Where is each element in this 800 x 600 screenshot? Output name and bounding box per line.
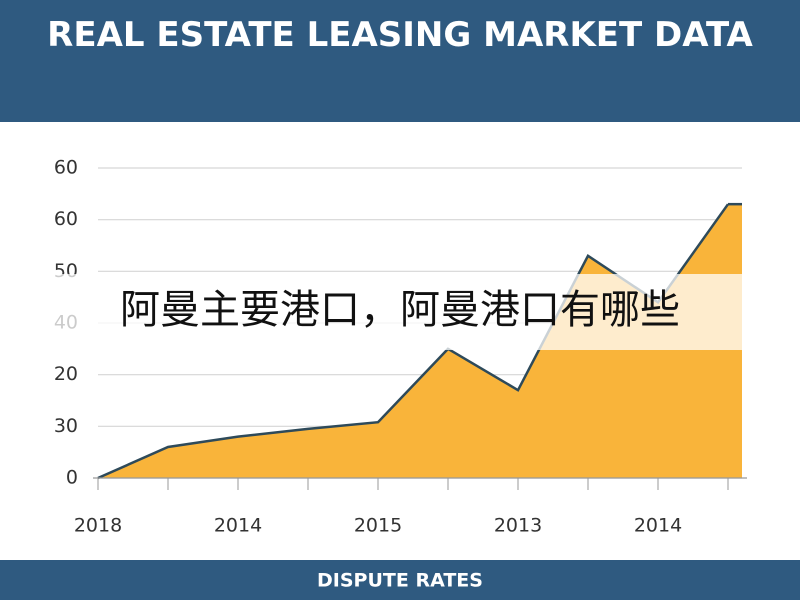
chart-title: REAL ESTATE LEASING MARKET DATA (47, 15, 753, 55)
annotation-band (0, 274, 800, 350)
y-tick-label: 30 (54, 415, 78, 437)
y-tick-label: 0 (66, 467, 78, 489)
y-tick-label: 60 (54, 157, 78, 179)
annotation: 阿曼主要港口，阿曼港口有哪些 (120, 287, 680, 333)
x-tick-label: 2015 (354, 515, 402, 537)
y-tick-label: 60 (54, 208, 78, 230)
x-tick-label: 2013 (494, 515, 542, 537)
title-box: REAL ESTATE LEASING MARKET DATA (47, 15, 753, 55)
x-tick-label: 2014 (634, 515, 682, 537)
footer-band (0, 560, 800, 600)
footer-label: DISPUTE RATES (317, 570, 483, 592)
header-band (0, 0, 800, 122)
x-tick-label: 2014 (214, 515, 262, 537)
x-tick-label: 2018 (74, 515, 122, 537)
y-tick-label: 20 (54, 363, 78, 385)
area-fill (98, 204, 742, 478)
